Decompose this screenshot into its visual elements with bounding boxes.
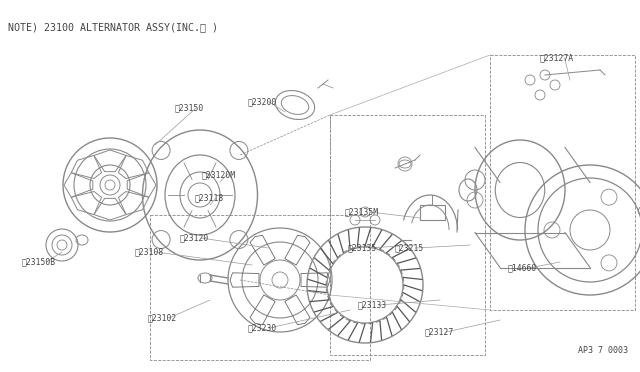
Text: ※23150: ※23150 bbox=[175, 103, 204, 112]
Text: ※23215: ※23215 bbox=[395, 244, 424, 253]
Text: ※23150B: ※23150B bbox=[22, 257, 56, 266]
Text: ※23118: ※23118 bbox=[195, 193, 224, 202]
Text: ※23120M: ※23120M bbox=[202, 170, 236, 180]
Text: ※23230: ※23230 bbox=[248, 324, 277, 333]
Bar bbox=[330, 115, 485, 355]
Text: ※23200: ※23200 bbox=[248, 97, 277, 106]
Text: ※23135M: ※23135M bbox=[345, 208, 379, 217]
Bar bbox=[490, 55, 635, 310]
Text: AP3 7 0003: AP3 7 0003 bbox=[578, 346, 628, 355]
Text: ※23133: ※23133 bbox=[358, 301, 387, 310]
Text: ※23102: ※23102 bbox=[148, 314, 177, 323]
Text: ※23127: ※23127 bbox=[425, 327, 454, 337]
Text: ※23120: ※23120 bbox=[180, 234, 209, 243]
Bar bbox=[150, 215, 370, 360]
Text: ※23108: ※23108 bbox=[135, 247, 164, 257]
Text: ※14660: ※14660 bbox=[508, 263, 537, 273]
Text: NOTE) 23100 ALTERNATOR ASSY(INC.※ ): NOTE) 23100 ALTERNATOR ASSY(INC.※ ) bbox=[8, 22, 218, 32]
Text: ※23135: ※23135 bbox=[348, 244, 377, 253]
Text: ※23127A: ※23127A bbox=[540, 54, 574, 62]
